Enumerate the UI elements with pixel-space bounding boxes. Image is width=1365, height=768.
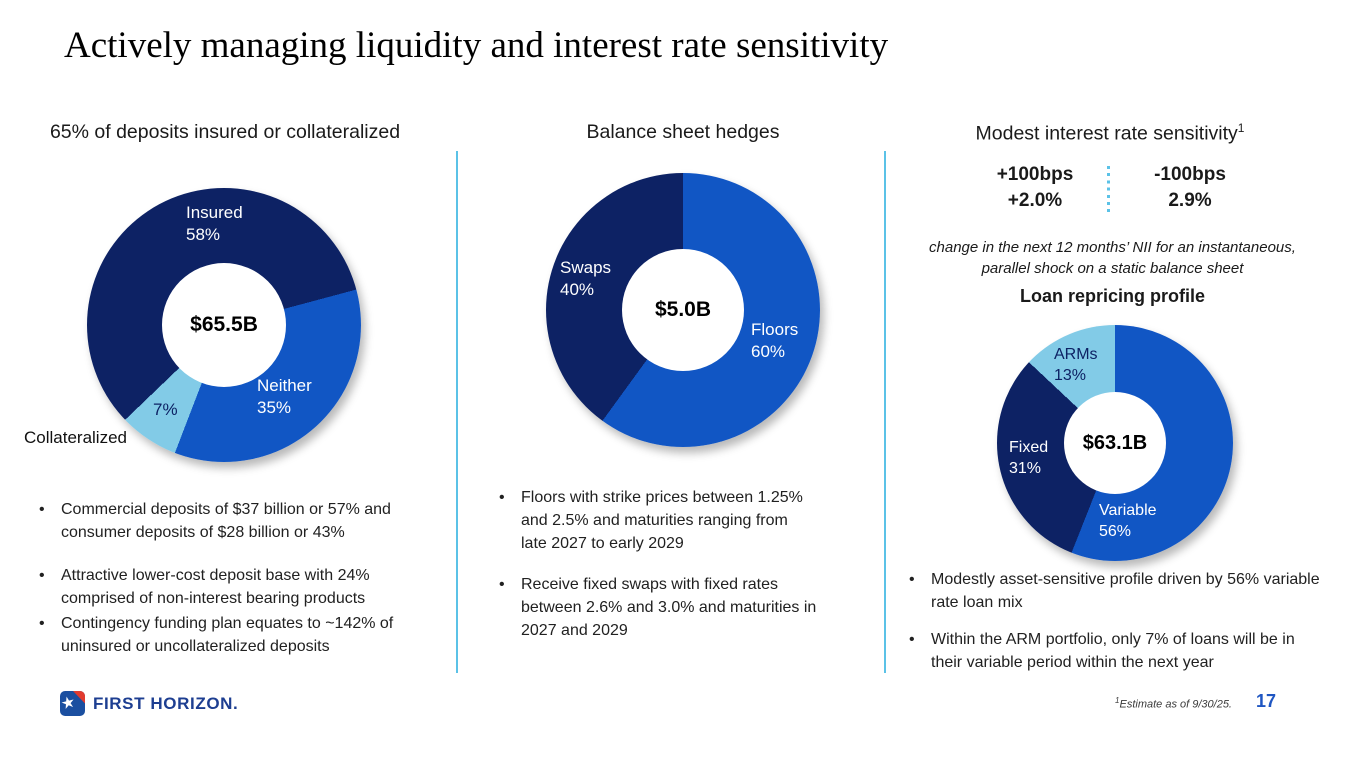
column-header-deposits-text: 65% of deposits insured or collateralize… xyxy=(49,121,401,143)
column-divider-right xyxy=(884,151,886,673)
slice-label-swaps: Swaps 40% xyxy=(560,258,612,299)
deposits-donut-chart: Insured 58% Neither 35% 7% $65.5B xyxy=(87,188,361,462)
hedges-total: $5.0B xyxy=(654,298,712,321)
dotted-divider xyxy=(1107,166,1110,216)
slice-label-collateralized-pct: 7% xyxy=(153,400,178,419)
bullet-item: Attractive lower-cost deposit base with … xyxy=(36,564,436,610)
column-header-sensitivity-text: Modest interest rate sensitivity xyxy=(975,122,1238,145)
footnote-text: Estimate as of 9/30/25. xyxy=(1119,698,1232,711)
logo-star-icon: ★ xyxy=(60,693,78,714)
hedges-donut-hole: $5.0B xyxy=(622,249,744,371)
column-header-hedges-text: Balance sheet hedges xyxy=(586,121,780,143)
deposits-bullet-list: Commercial deposits of $37 billion or 57… xyxy=(36,498,436,676)
bullet-item: Modestly asset-sensitive profile driven … xyxy=(906,568,1356,614)
slice-label-insured: Insured 58% xyxy=(186,203,243,244)
loan-repricing-subheader: Loan repricing profile xyxy=(1019,286,1206,306)
loan-repricing-donut-hole: $63.1B xyxy=(1064,392,1166,494)
rate-shock-caption: change in the next 12 months’ NII for an… xyxy=(929,239,1296,277)
bullet-item: Floors with strike prices between 1.25% … xyxy=(496,486,866,555)
loan-total: $63.1B xyxy=(1082,431,1148,454)
hedges-bullet-list: Floors with strike prices between 1.25% … xyxy=(496,486,866,660)
rate-shock-up-label: +100bps xyxy=(996,164,1074,185)
page-number: 17 xyxy=(1256,691,1277,711)
rate-shock-down-value: 2.9% xyxy=(1168,190,1212,211)
footnote-sup: 1 xyxy=(1115,696,1120,705)
deposits-donut-hole: $65.5B xyxy=(162,263,286,387)
first-horizon-logo-icon: ★ xyxy=(60,691,85,716)
bullet-item: Within the ARM portfolio, only 7% of loa… xyxy=(906,628,1356,674)
slice-label-fixed: Fixed 31% xyxy=(1009,439,1049,477)
column-divider-left xyxy=(456,151,458,673)
footnote: 1Estimate as of 9/30/25. xyxy=(1040,696,1232,711)
slice-label-variable: Variable 56% xyxy=(1099,502,1157,540)
bullet-item: Receive fixed swaps with fixed rates bet… xyxy=(496,573,866,642)
loan-repricing-donut-chart: ARMs 13% Fixed 31% Variable 56% $63.1B xyxy=(997,325,1233,561)
footnote-marker: 1 xyxy=(1237,121,1245,135)
column-header-sensitivity: Modest interest rate sensitivity1 xyxy=(900,121,1320,146)
slice-label-collateralized: Collateralized xyxy=(24,428,127,447)
slice-label-arms: ARMs 13% xyxy=(1054,346,1098,384)
rate-shock-down: -100bps 2.9% xyxy=(1115,162,1265,214)
first-horizon-wordmark: FIRST HORIZON. xyxy=(93,693,239,713)
bullet-item: Commercial deposits of $37 billion or 57… xyxy=(36,498,436,544)
column-header-hedges: Balance sheet hedges xyxy=(483,121,883,144)
hedges-donut-chart: Swaps 40% Floors 60% $5.0B xyxy=(546,173,820,447)
slice-label-neither: Neither 35% xyxy=(257,376,312,417)
rate-shock-up: +100bps +2.0% xyxy=(960,162,1110,214)
slice-label-floors: Floors 60% xyxy=(751,320,799,361)
column-header-deposits: 65% of deposits insured or collateralize… xyxy=(25,121,425,144)
first-horizon-logo: ★ FIRST HORIZON. xyxy=(60,691,238,716)
page-title: Actively managing liquidity and interest… xyxy=(64,25,889,66)
sensitivity-bullet-list: Modestly asset-sensitive profile driven … xyxy=(906,568,1356,688)
rate-shock-down-label: -100bps xyxy=(1154,164,1226,185)
bullet-item: Contingency funding plan equates to ~142… xyxy=(36,612,436,658)
deposits-total: $65.5B xyxy=(190,313,258,336)
rate-shock-up-value: +2.0% xyxy=(1007,190,1063,211)
